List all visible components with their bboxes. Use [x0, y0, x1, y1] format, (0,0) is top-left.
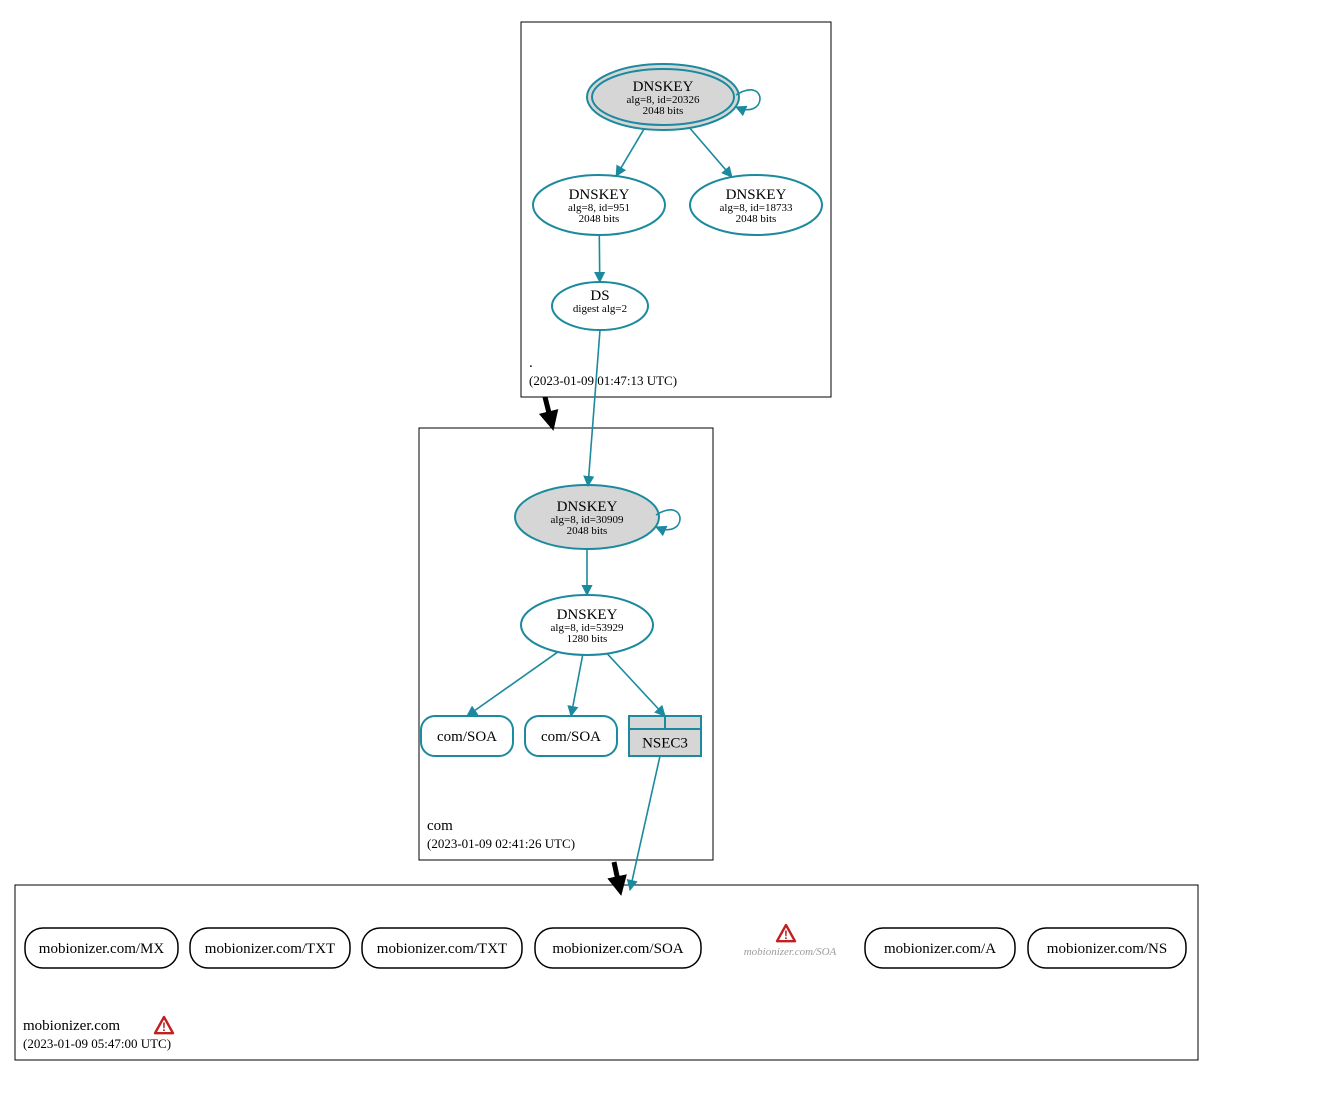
- svg-text:DS: DS: [590, 288, 609, 304]
- svg-text:2048 bits: 2048 bits: [579, 213, 620, 225]
- warning-icon: !: [155, 1017, 173, 1034]
- svg-text:mobionizer.com/A: mobionizer.com/A: [884, 941, 996, 957]
- svg-text:com/SOA: com/SOA: [437, 729, 497, 745]
- svg-text:2048 bits: 2048 bits: [736, 213, 777, 225]
- svg-text:1280 bits: 1280 bits: [567, 633, 608, 645]
- edge: [690, 128, 732, 177]
- svg-text:mobionizer.com/TXT: mobionizer.com/TXT: [377, 941, 507, 957]
- svg-text:(2023-01-09 02:41:26 UTC): (2023-01-09 02:41:26 UTC): [427, 836, 575, 851]
- edge: [588, 330, 600, 486]
- svg-text:digest alg=2: digest alg=2: [573, 303, 627, 315]
- svg-text:com: com: [427, 818, 453, 834]
- svg-text:mobionizer.com/SOA: mobionizer.com/SOA: [552, 941, 683, 957]
- edge: [607, 654, 665, 716]
- edge: [630, 756, 660, 890]
- svg-text:DNSKEY: DNSKEY: [569, 187, 630, 203]
- zone-arrow-1: [614, 862, 620, 890]
- svg-text:mobionizer.com: mobionizer.com: [23, 1018, 120, 1034]
- zone-box-leaf: [15, 885, 1198, 1060]
- svg-text:DNSKEY: DNSKEY: [633, 79, 694, 95]
- svg-text:DNSKEY: DNSKEY: [557, 499, 618, 515]
- svg-text:(2023-01-09 05:47:00 UTC): (2023-01-09 05:47:00 UTC): [23, 1036, 171, 1051]
- svg-text:2048 bits: 2048 bits: [567, 525, 608, 537]
- svg-text:mobionizer.com/SOA: mobionizer.com/SOA: [744, 946, 837, 958]
- svg-text:mobionizer.com/MX: mobionizer.com/MX: [39, 941, 165, 957]
- svg-text:DNSKEY: DNSKEY: [726, 187, 787, 203]
- zone-arrow-0: [545, 397, 552, 425]
- svg-text:!: !: [784, 929, 788, 942]
- svg-text:DNSKEY: DNSKEY: [557, 607, 618, 623]
- warning-icon: !: [777, 925, 795, 942]
- svg-text:mobionizer.com/NS: mobionizer.com/NS: [1047, 941, 1167, 957]
- svg-text:NSEC3: NSEC3: [642, 736, 688, 752]
- dnssec-diagram: . (2023-01-09 01:47:13 UTC) com (2023-01-09…: [0, 0, 1320, 1098]
- edge: [571, 655, 583, 716]
- svg-text:.: .: [529, 355, 533, 371]
- svg-text:com/SOA: com/SOA: [541, 729, 601, 745]
- edge: [467, 652, 558, 716]
- svg-text:mobionizer.com/TXT: mobionizer.com/TXT: [205, 941, 335, 957]
- svg-text:(2023-01-09 01:47:13 UTC): (2023-01-09 01:47:13 UTC): [529, 373, 677, 388]
- svg-text:2048 bits: 2048 bits: [643, 105, 684, 117]
- svg-text:!: !: [162, 1021, 166, 1034]
- edge: [616, 129, 644, 176]
